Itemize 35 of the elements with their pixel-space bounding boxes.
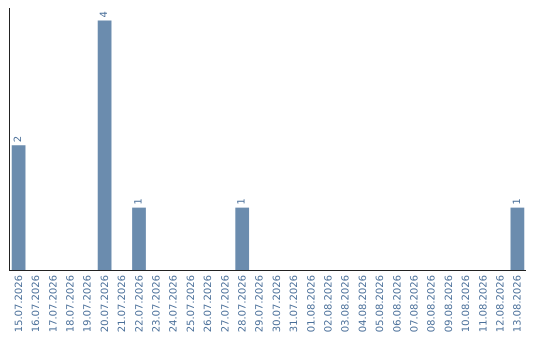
x-tick-label: 11.08.2026 <box>478 275 490 332</box>
x-tick-label: 13.08.2026 <box>512 275 524 332</box>
x-tick-label: 08.08.2026 <box>426 275 438 332</box>
x-tick-label: 19.07.2026 <box>82 275 94 332</box>
x-tick-label: 12.08.2026 <box>495 275 506 332</box>
x-tick-label: 24.07.2026 <box>168 275 180 332</box>
x-tick-label: 01.08.2026 <box>306 275 318 332</box>
x-tick-label: 29.07.2026 <box>254 275 266 332</box>
x-tick-label: 28.07.2026 <box>237 275 248 332</box>
x-tick-label: 21.07.2026 <box>117 275 128 332</box>
data-label: 2 <box>13 136 24 142</box>
x-tick-label: 07.08.2026 <box>409 275 420 332</box>
data-label: 1 <box>512 198 523 205</box>
x-tick-label: 10.08.2026 <box>461 275 472 332</box>
x-tick-label: 15.07.2026 <box>14 275 25 332</box>
x-tick-label: 06.08.2026 <box>392 275 404 332</box>
x-tick-label: 31.07.2026 <box>289 275 300 332</box>
x-tick-label: 22.07.2026 <box>134 275 146 332</box>
x-tick-label: 26.07.2026 <box>203 275 214 332</box>
x-tick-label: 23.07.2026 <box>151 275 162 332</box>
x-tick-label: 16.07.2026 <box>31 275 42 332</box>
x-tick-label: 18.07.2026 <box>65 275 76 332</box>
data-label: 1 <box>134 198 144 205</box>
data-label: 1 <box>236 198 248 205</box>
x-tick-label: 27.07.2026 <box>220 275 232 332</box>
x-tick-label: 03.08.2026 <box>340 275 352 332</box>
x-tick-label: 02.08.2026 <box>323 275 334 332</box>
x-tick-label: 20.07.2026 <box>100 275 111 332</box>
data-label: 4 <box>99 11 110 18</box>
x-tick-label: 17.07.2026 <box>48 275 60 332</box>
x-tick-label: 05.08.2026 <box>375 275 386 332</box>
x-tick-label: 04.08.2026 <box>358 275 369 332</box>
x-tick-label: 09.08.2026 <box>444 275 455 332</box>
x-tick-label: 30.07.2026 <box>272 275 283 332</box>
x-tick-label: 25.07.2026 <box>186 275 197 332</box>
